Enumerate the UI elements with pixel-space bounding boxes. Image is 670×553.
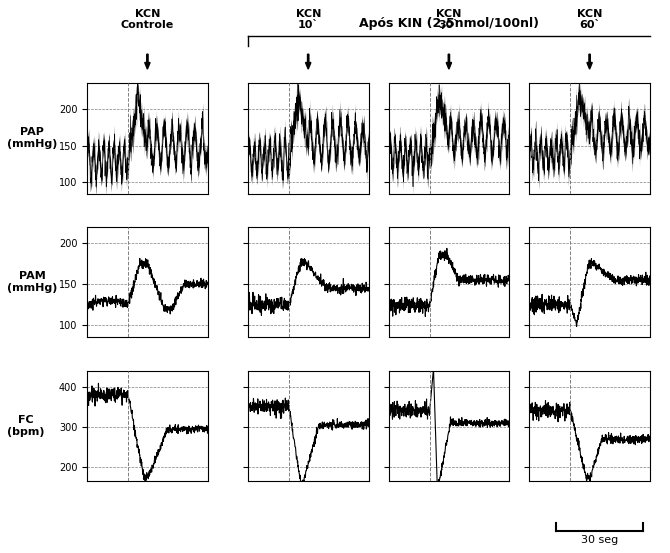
Text: Após KIN (2,5nmol/100nl): Após KIN (2,5nmol/100nl) [359,17,539,30]
Text: KCN
10`: KCN 10` [295,9,321,30]
Text: 30 seg: 30 seg [581,535,618,545]
Text: KCN
Controle: KCN Controle [121,9,174,30]
Text: PAM
(mmHg): PAM (mmHg) [7,271,57,293]
Text: KCN
60`: KCN 60` [577,9,602,30]
Text: PAP
(mmHg): PAP (mmHg) [7,127,57,149]
Text: FC
(bpm): FC (bpm) [7,415,44,437]
Text: KCN
30`: KCN 30` [436,9,462,30]
